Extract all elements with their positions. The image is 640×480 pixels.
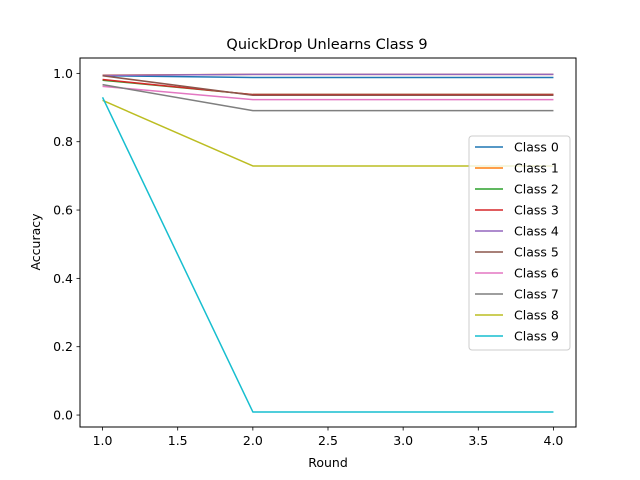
series-line-class-7	[102, 83, 554, 112]
x-tick-label: 1.5	[168, 433, 188, 448]
y-axis-label: Accuracy	[28, 213, 43, 271]
x-tick-label: 2.0	[243, 433, 263, 448]
legend-label: Class 6	[514, 266, 559, 281]
x-axis-label: Round	[308, 455, 348, 470]
legend-label: Class 0	[514, 140, 559, 155]
series-line-class-6	[102, 85, 554, 101]
x-tick-label: 4.0	[544, 433, 564, 448]
x-tick-label: 3.5	[468, 433, 488, 448]
y-tick-label: 0.0	[53, 408, 73, 423]
legend-label: Class 3	[514, 203, 559, 218]
chart-title: QuickDrop Unlearns Class 9	[226, 37, 427, 53]
legend-label: Class 5	[514, 245, 559, 260]
legend-label: Class 2	[514, 182, 559, 197]
x-tick-label: 2.5	[318, 433, 338, 448]
legend-label: Class 7	[514, 287, 559, 302]
y-tick-label: 0.6	[53, 203, 73, 218]
series-line-class-0	[102, 75, 554, 79]
series-line-class-4	[102, 73, 554, 77]
legend: Class 0 Class 1 Class 2 Class 3 Class 4 Class…	[468, 135, 571, 351]
y-axis: 0.0 0.2 0.4 0.6 0.8 1.0	[53, 66, 80, 423]
x-axis: 1.0 1.5 2.0 2.5 3.0 3.5 4.0	[93, 427, 564, 448]
y-tick-label: 0.8	[53, 134, 73, 149]
legend-label: Class 8	[514, 308, 559, 323]
plot-lines	[101, 73, 554, 413]
x-tick-label: 3.0	[393, 433, 413, 448]
series-line-class-9	[101, 96, 554, 413]
legend-label: Class 1	[514, 161, 559, 176]
y-tick-label: 0.2	[53, 339, 73, 354]
y-tick-label: 0.4	[53, 271, 73, 286]
x-tick-label: 1.0	[93, 433, 113, 448]
legend-label: Class 9	[514, 329, 559, 344]
series-line-class-5	[102, 75, 554, 96]
y-tick-label: 1.0	[53, 66, 73, 81]
legend-label: Class 4	[514, 224, 559, 239]
